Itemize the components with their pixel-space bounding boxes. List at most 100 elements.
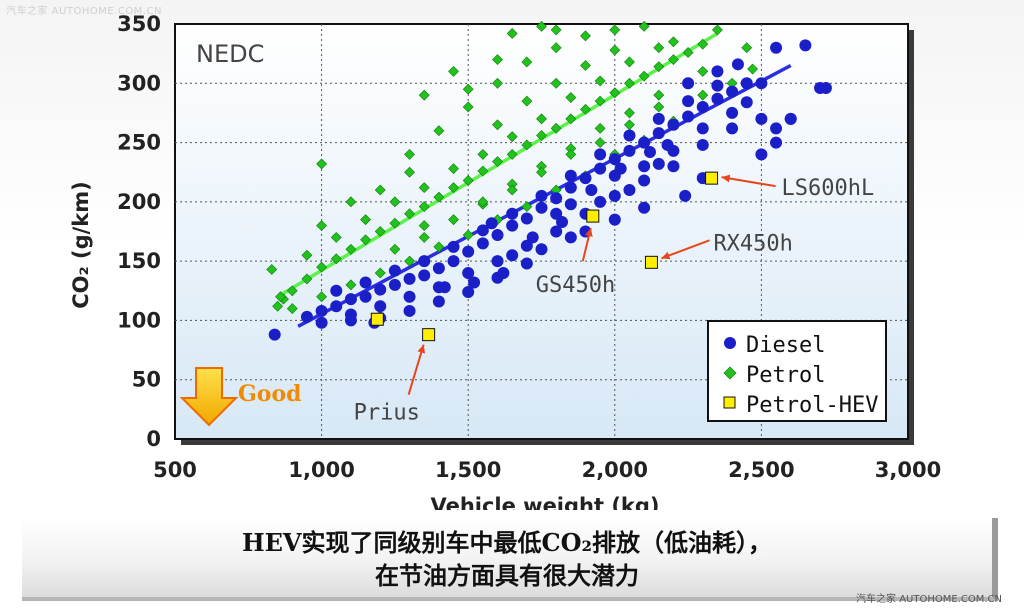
caption-line-1: HEV实现了同级别车中最低CO₂排放（低油耗）， [241, 528, 773, 557]
diesel-point [711, 92, 724, 105]
petrol-point [477, 149, 489, 160]
diesel-point [506, 249, 519, 262]
petrol-point [330, 232, 342, 243]
diesel-point [770, 41, 783, 54]
diesel-point [447, 240, 460, 253]
diesel-point [550, 207, 563, 220]
diesel-point [755, 148, 768, 161]
diesel-point [526, 231, 539, 244]
petrol-point [462, 101, 474, 113]
diesel-point [755, 77, 768, 90]
diesel-point [594, 148, 607, 161]
petrol-point [462, 83, 474, 95]
petrol-point [594, 122, 606, 134]
petrol-point [404, 208, 415, 220]
diesel-point [711, 65, 724, 78]
petrol-point [580, 30, 591, 42]
caption-line-2: 在节油方面具有很大潜力 [375, 561, 639, 590]
petrol-point [404, 149, 415, 160]
petrol-point [275, 291, 286, 303]
diesel-point [594, 162, 607, 175]
diesel-point [550, 225, 563, 238]
petrol-point [374, 184, 386, 196]
diesel-point [535, 243, 548, 256]
y-tick-label: 300 [117, 71, 161, 95]
petrol-point [624, 77, 635, 89]
petrol-point [697, 89, 709, 101]
diesel-point [388, 278, 401, 291]
legend-diesel-label: Diesel [746, 333, 825, 358]
petrol-point [609, 87, 621, 99]
diesel-point [432, 262, 445, 275]
diesel-point [638, 201, 651, 214]
petrol-point [360, 214, 372, 226]
x-tick-label: 1,000 [288, 458, 354, 482]
annotations: Prius GS450h RX450h LS600hL [354, 174, 874, 426]
annotation-arrowhead [585, 228, 593, 237]
good-arrow-icon [179, 367, 239, 427]
diesel-point [726, 122, 739, 135]
petrol-point [506, 184, 518, 196]
x-tick-label: 500 [153, 458, 197, 482]
diesel-point [770, 122, 783, 135]
y-tick-label: 0 [146, 427, 161, 451]
petrol-point [638, 20, 650, 32]
petrol-point [433, 241, 445, 253]
y-tick-label: 50 [132, 368, 161, 392]
petrol-point [374, 226, 386, 237]
diesel-point [564, 231, 577, 244]
petrol-point [521, 201, 533, 213]
diesel-point [652, 127, 665, 140]
petrol-point [448, 214, 459, 226]
petrol-point [492, 156, 503, 167]
petrol-point [433, 191, 445, 203]
diesel-point [667, 160, 680, 173]
petrol-point [286, 303, 298, 314]
chart-title: NEDC [196, 40, 264, 68]
data-points [266, 20, 832, 342]
diesel-point [608, 213, 621, 226]
diesel-point [696, 138, 709, 151]
diesel-point [608, 189, 621, 202]
petrol-point [594, 137, 606, 148]
petrol-point [418, 220, 430, 231]
petrol-point [492, 77, 503, 89]
diesel-point [556, 216, 569, 229]
petrol-point [638, 70, 650, 82]
diesel-point [491, 229, 504, 242]
petrol-point [697, 38, 709, 50]
petrol-point [433, 125, 445, 137]
caption-banner: HEV实现了同级别车中最低CO₂排放（低油耗）， 在节油方面具有很大潜力 [22, 518, 998, 601]
y-tick-label: 100 [117, 308, 161, 332]
petrol-point [653, 89, 665, 101]
diesel-point [330, 284, 343, 297]
y-tick-label: 150 [117, 249, 161, 273]
diesel-point [462, 245, 475, 258]
petrol-point [316, 220, 328, 231]
petrol-point [653, 101, 665, 113]
petrol-point [266, 264, 278, 275]
legend-hev-marker [723, 396, 736, 409]
legend: Diesel Petrol Petrol-HEV [707, 320, 887, 422]
petrol-point [404, 166, 415, 178]
diesel-point [579, 172, 592, 185]
x-tick-label: 2,500 [728, 458, 794, 482]
diesel-point [726, 106, 739, 119]
y-tick-labels: 0 50 100 150 200 250 300 350 [117, 12, 161, 451]
legend-hev-label: Petrol-HEV [746, 393, 878, 418]
x-tick-label: 2,000 [582, 458, 648, 482]
petrol-point [550, 122, 562, 134]
petrol-point [477, 196, 489, 208]
diesel-point [726, 85, 739, 98]
petrol-point [301, 249, 313, 261]
diesel-point [403, 272, 416, 285]
petrol-point [506, 28, 518, 39]
petrol-point [389, 243, 401, 255]
diesel-point [520, 257, 533, 270]
diesel-point [462, 267, 475, 279]
petrol-point [653, 42, 665, 54]
diesel-point [403, 304, 416, 317]
diesel-point [819, 82, 832, 95]
diesel-point [550, 192, 563, 205]
diesel-point [315, 304, 328, 317]
